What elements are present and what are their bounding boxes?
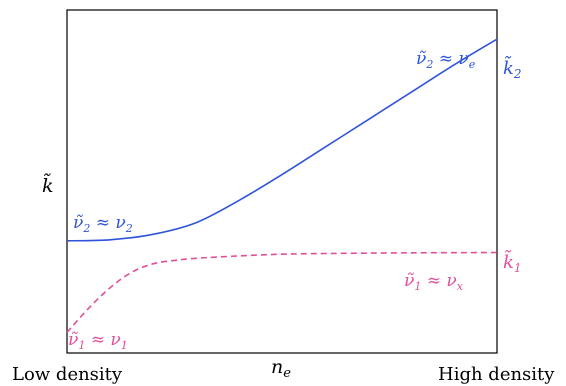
series-layer <box>66 38 498 333</box>
x-axis-label: ne <box>271 356 291 381</box>
y-axis-label: k̃ <box>42 174 54 197</box>
series-line-k2 <box>66 38 498 242</box>
annotation-nu2-nu2: ν̃2 ≈ ν2 <box>73 213 133 235</box>
annotation-nu2-nue: ν̃2 ≈ νe <box>416 49 476 71</box>
series-line-k1 <box>66 251 498 333</box>
series-label-k1: k̃1 <box>503 250 522 275</box>
x-ticklabel-high: High density <box>438 364 555 385</box>
annotation-nu1-nu1: ν̃1 ≈ ν1 <box>68 330 128 352</box>
x-ticklabel-low: Low density <box>12 364 123 385</box>
plot-frame <box>66 9 498 354</box>
series-label-k2: k̃2 <box>503 56 522 81</box>
annotation-nu1-nux: ν̃1 ≈ νx <box>404 271 464 293</box>
